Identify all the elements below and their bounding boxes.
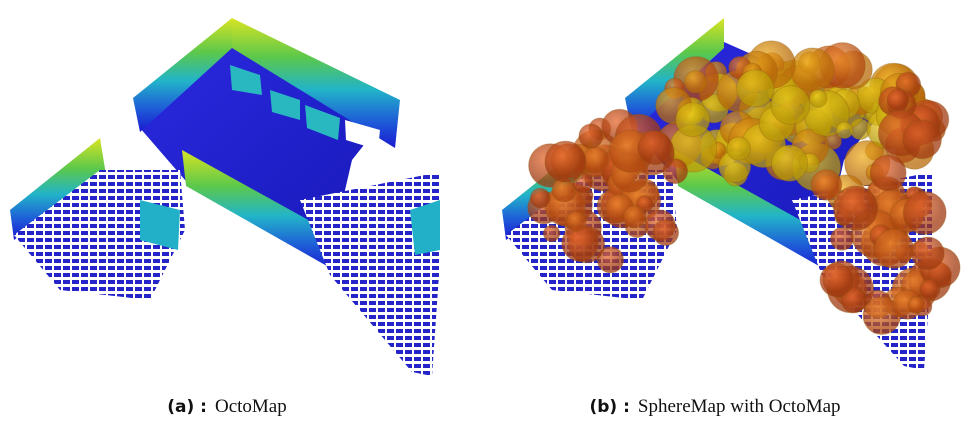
sphere xyxy=(530,188,550,208)
caption-text: SphereMap with OctoMap xyxy=(638,396,841,417)
caption-b: (b) : SphereMap with OctoMap xyxy=(589,396,840,418)
sphere xyxy=(727,137,750,160)
sphere xyxy=(903,120,942,159)
caption-a: (a) : OctoMap xyxy=(167,396,287,418)
sphere xyxy=(566,211,586,231)
caption-label: (a) : xyxy=(167,397,207,417)
sphere xyxy=(874,229,913,268)
figure-page: (a) : OctoMap (b) : SphereMap with OctoMap xyxy=(0,0,971,425)
sphere xyxy=(772,145,808,181)
sphere xyxy=(911,237,944,270)
caption-text: OctoMap xyxy=(215,396,287,417)
sphere xyxy=(920,279,940,299)
sphere xyxy=(903,192,946,235)
sphere xyxy=(579,124,603,148)
sphere xyxy=(809,90,827,108)
sphere xyxy=(870,155,906,191)
sphere xyxy=(833,186,877,230)
sphere xyxy=(638,131,672,165)
sphere xyxy=(543,225,559,241)
sphere xyxy=(771,86,810,125)
octomap-render xyxy=(10,18,440,376)
sphere xyxy=(791,48,834,91)
spheremap-render xyxy=(502,18,960,370)
sphere xyxy=(737,70,774,107)
sphere xyxy=(545,141,586,182)
sphere xyxy=(887,89,909,111)
caption-label: (b) : xyxy=(589,397,629,417)
sphere xyxy=(676,103,710,137)
sphere xyxy=(908,297,924,313)
sphere xyxy=(685,71,707,93)
sphere xyxy=(831,228,854,251)
sphere xyxy=(623,206,645,228)
sphere xyxy=(653,220,679,246)
sphere xyxy=(820,263,854,297)
sphere xyxy=(836,122,853,139)
figure-art xyxy=(0,0,971,390)
